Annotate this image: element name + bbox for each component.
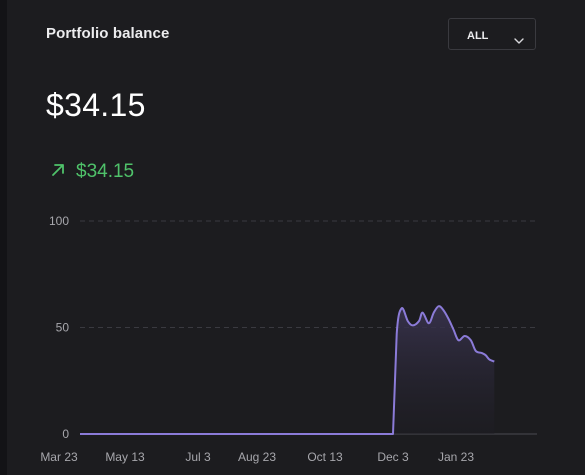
card-title: Portfolio balance bbox=[46, 25, 170, 42]
x-tick-label: Mar 23 bbox=[40, 450, 78, 464]
y-tick-label: 50 bbox=[56, 321, 70, 335]
balance-change: $34.15 bbox=[51, 160, 134, 184]
chevron-down-icon bbox=[514, 32, 524, 50]
balance-value: $34.15 bbox=[46, 87, 146, 123]
x-tick-label: Aug 23 bbox=[238, 450, 276, 464]
x-tick-label: Jul 3 bbox=[185, 450, 211, 464]
x-tick-label: Dec 3 bbox=[377, 450, 409, 464]
series-line bbox=[80, 305, 495, 436]
y-tick-label: 0 bbox=[62, 427, 69, 441]
portfolio-balance-card: Portfolio balance ALL $34.15 $34.15 bbox=[7, 0, 585, 475]
x-tick-label: Oct 13 bbox=[307, 450, 343, 464]
change-value: $34.15 bbox=[76, 161, 135, 182]
x-tick-label: Jan 23 bbox=[438, 450, 474, 464]
range-selected-label: ALL bbox=[467, 30, 489, 42]
series-area bbox=[80, 306, 495, 434]
range-selector[interactable]: ALL bbox=[448, 18, 536, 50]
x-tick-label: May 13 bbox=[105, 450, 145, 464]
arrow-up-right-icon bbox=[51, 163, 65, 182]
y-tick-label: 100 bbox=[49, 214, 69, 228]
